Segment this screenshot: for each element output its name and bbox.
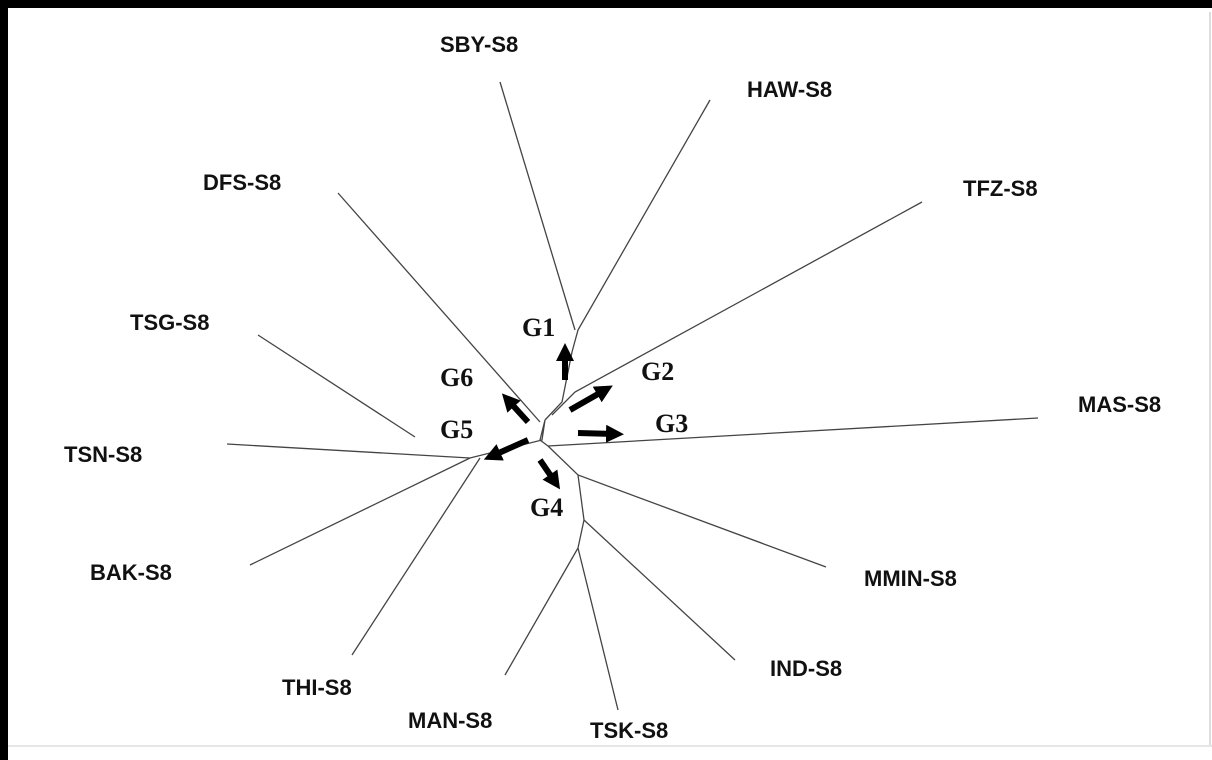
leaf-label: BAK-S8 (90, 560, 172, 585)
leaf-label: THI-S8 (282, 675, 352, 700)
group-label: G3 (655, 409, 688, 438)
leaf-label: MAS-S8 (1078, 392, 1161, 417)
leaf-label: IND-S8 (770, 656, 842, 681)
leaf-label: TFZ-S8 (963, 176, 1038, 201)
leaf-label: MMIN-S8 (864, 566, 957, 591)
group-label: G5 (440, 415, 473, 444)
arrows (483, 343, 624, 490)
leaf-label: DFS-S8 (203, 170, 281, 195)
leaf-label: TSG-S8 (130, 310, 209, 335)
leaf-label: SBY-S8 (440, 32, 518, 57)
group-label: G1 (522, 313, 555, 342)
leaf-label: TSN-S8 (64, 442, 142, 467)
group-label: G4 (530, 493, 563, 522)
leaf-label: HAW-S8 (747, 77, 832, 102)
leaf-label: MAN-S8 (408, 708, 492, 733)
leaf-label: TSK-S8 (590, 718, 668, 743)
group-label: G6 (440, 363, 473, 392)
group-label: G2 (641, 357, 674, 386)
